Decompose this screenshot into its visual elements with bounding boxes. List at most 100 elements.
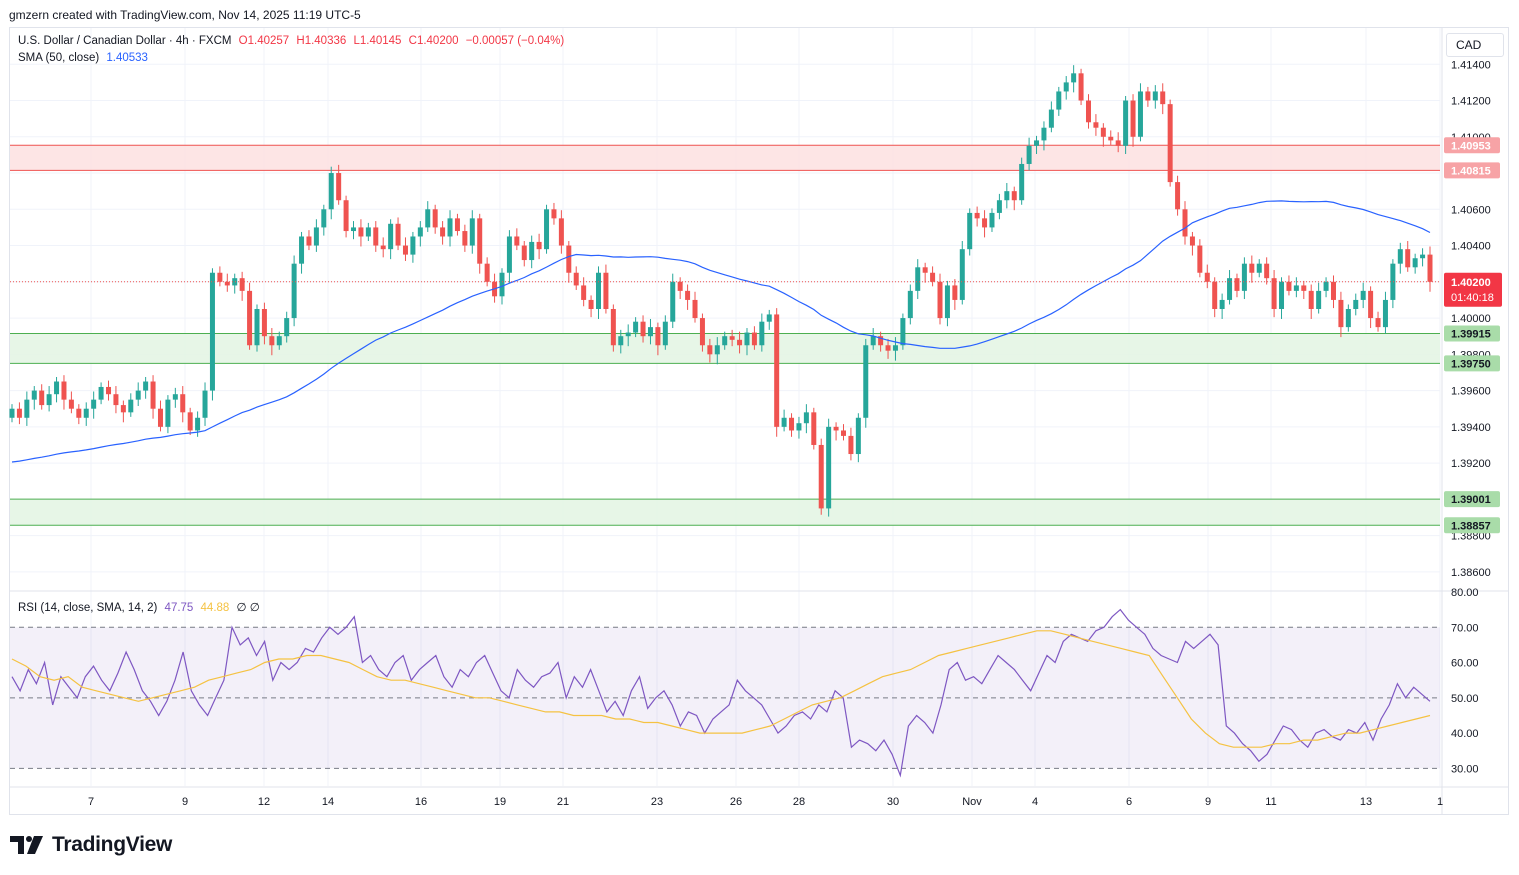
candle-body — [573, 272, 579, 286]
candle-body — [826, 426, 832, 509]
candle-body — [336, 173, 342, 201]
candle-body — [536, 241, 542, 250]
candle-body — [1412, 258, 1418, 268]
candle-body — [1256, 263, 1262, 273]
candle-body — [106, 386, 112, 395]
candle-body — [306, 236, 312, 246]
rsi-tick-label: 40.00 — [1451, 728, 1479, 740]
time-tick-label: 30 — [887, 796, 899, 808]
sma-legend[interactable]: SMA (50, close) 1.40533 — [18, 52, 152, 64]
price-tick-label: 1.39600 — [1451, 386, 1491, 398]
sma-line — [11, 200, 1431, 463]
candle-body — [380, 245, 386, 250]
candle-body — [707, 345, 713, 355]
candle-body — [677, 281, 683, 291]
candle-body — [143, 381, 149, 391]
candle-body — [766, 314, 772, 322]
candle-body — [454, 218, 460, 232]
tradingview-logo[interactable]: TradingView — [10, 833, 172, 857]
candle-body — [603, 272, 609, 309]
time-tick-label: 28 — [793, 796, 805, 808]
candle-body — [1048, 109, 1054, 128]
symbol-title[interactable]: U.S. Dollar / Canadian Dollar · 4h · FXC… — [18, 35, 232, 47]
candle-body — [596, 272, 602, 309]
price-tick-label: 1.39400 — [1451, 422, 1491, 434]
candle-body — [1264, 263, 1270, 279]
price-tick-label: 1.40000 — [1451, 313, 1491, 325]
candle-body — [796, 423, 802, 431]
candle-body — [447, 218, 453, 237]
candle-body — [1041, 127, 1047, 141]
candle-body — [1056, 91, 1062, 110]
candle-body — [172, 394, 178, 400]
candle-body — [462, 231, 468, 246]
candle-body — [558, 218, 564, 246]
candle-body — [1145, 91, 1151, 101]
rsi-tick-label: 70.00 — [1451, 622, 1479, 634]
time-tick-label: 9 — [1205, 796, 1211, 808]
candle-body — [46, 394, 52, 406]
candle-body — [135, 390, 141, 400]
price-tick-label: 1.38800 — [1451, 531, 1491, 543]
price-tick-label: 1.41400 — [1451, 59, 1491, 71]
candle-body — [165, 399, 171, 427]
candle-body — [1160, 91, 1166, 105]
candle-body — [98, 386, 104, 400]
open-value: O1.40257 — [238, 35, 290, 47]
last-price-label: 1.40200 — [1451, 277, 1491, 289]
zone-price-label: 1.39001 — [1451, 494, 1491, 506]
rsi-label: RSI (14, close, SMA, 14, 2) — [18, 602, 158, 614]
candle-body — [937, 281, 943, 319]
candle-body — [24, 399, 30, 418]
candle-body — [484, 263, 490, 282]
candle-body — [529, 241, 535, 261]
candle-body — [1085, 100, 1091, 123]
candle-body — [863, 345, 869, 418]
candle-body — [744, 332, 750, 346]
currency-button[interactable]: CAD — [1446, 33, 1504, 57]
zone-price-label: 1.39750 — [1451, 358, 1491, 370]
candle-body — [113, 394, 119, 406]
time-tick-label: 26 — [730, 796, 742, 808]
candle-body — [967, 212, 973, 250]
time-tick-label: 14 — [322, 796, 334, 808]
time-tick-label: 9 — [182, 796, 188, 808]
rsi-tick-label: 30.00 — [1451, 763, 1479, 775]
rsi-tick-label: 80.00 — [1451, 587, 1479, 599]
candle-body — [187, 412, 193, 431]
candle-body — [670, 281, 676, 322]
candle-body — [1286, 281, 1292, 291]
rsi-legend[interactable]: RSI (14, close, SMA, 14, 2) 47.75 44.88 … — [18, 600, 264, 614]
zone-price-label: 1.38857 — [1451, 520, 1491, 532]
candle-body — [1212, 281, 1218, 309]
candle-body — [811, 412, 817, 445]
candle-body — [982, 218, 988, 228]
candle-body — [417, 227, 423, 237]
candle-body — [685, 290, 691, 300]
candle-body — [1249, 263, 1255, 273]
zone-price-label-bg — [1444, 162, 1500, 179]
candle-body — [699, 318, 705, 346]
candle-body — [1130, 100, 1136, 137]
candle-body — [610, 309, 616, 346]
candle-body — [1108, 136, 1114, 141]
candle-body — [150, 381, 156, 409]
candle-body — [848, 435, 854, 455]
candle-body — [395, 223, 401, 246]
rsi-line — [11, 608, 1431, 778]
candle-body — [1011, 191, 1017, 201]
candle-body — [224, 281, 230, 286]
candle-body — [855, 417, 861, 455]
price-tick-label: 1.40400 — [1451, 241, 1491, 253]
sma-value: 1.40533 — [106, 52, 148, 64]
chart-frame — [9, 27, 1509, 815]
candle-body — [1316, 290, 1322, 309]
candle-body — [1078, 73, 1084, 101]
candle-body — [1390, 263, 1396, 300]
candle-body — [343, 200, 349, 232]
candle-body — [425, 209, 431, 228]
chart-attribution: gmzern created with TradingView.com, Nov… — [9, 8, 361, 22]
candle-body — [180, 394, 186, 413]
candle-body — [1323, 281, 1329, 291]
